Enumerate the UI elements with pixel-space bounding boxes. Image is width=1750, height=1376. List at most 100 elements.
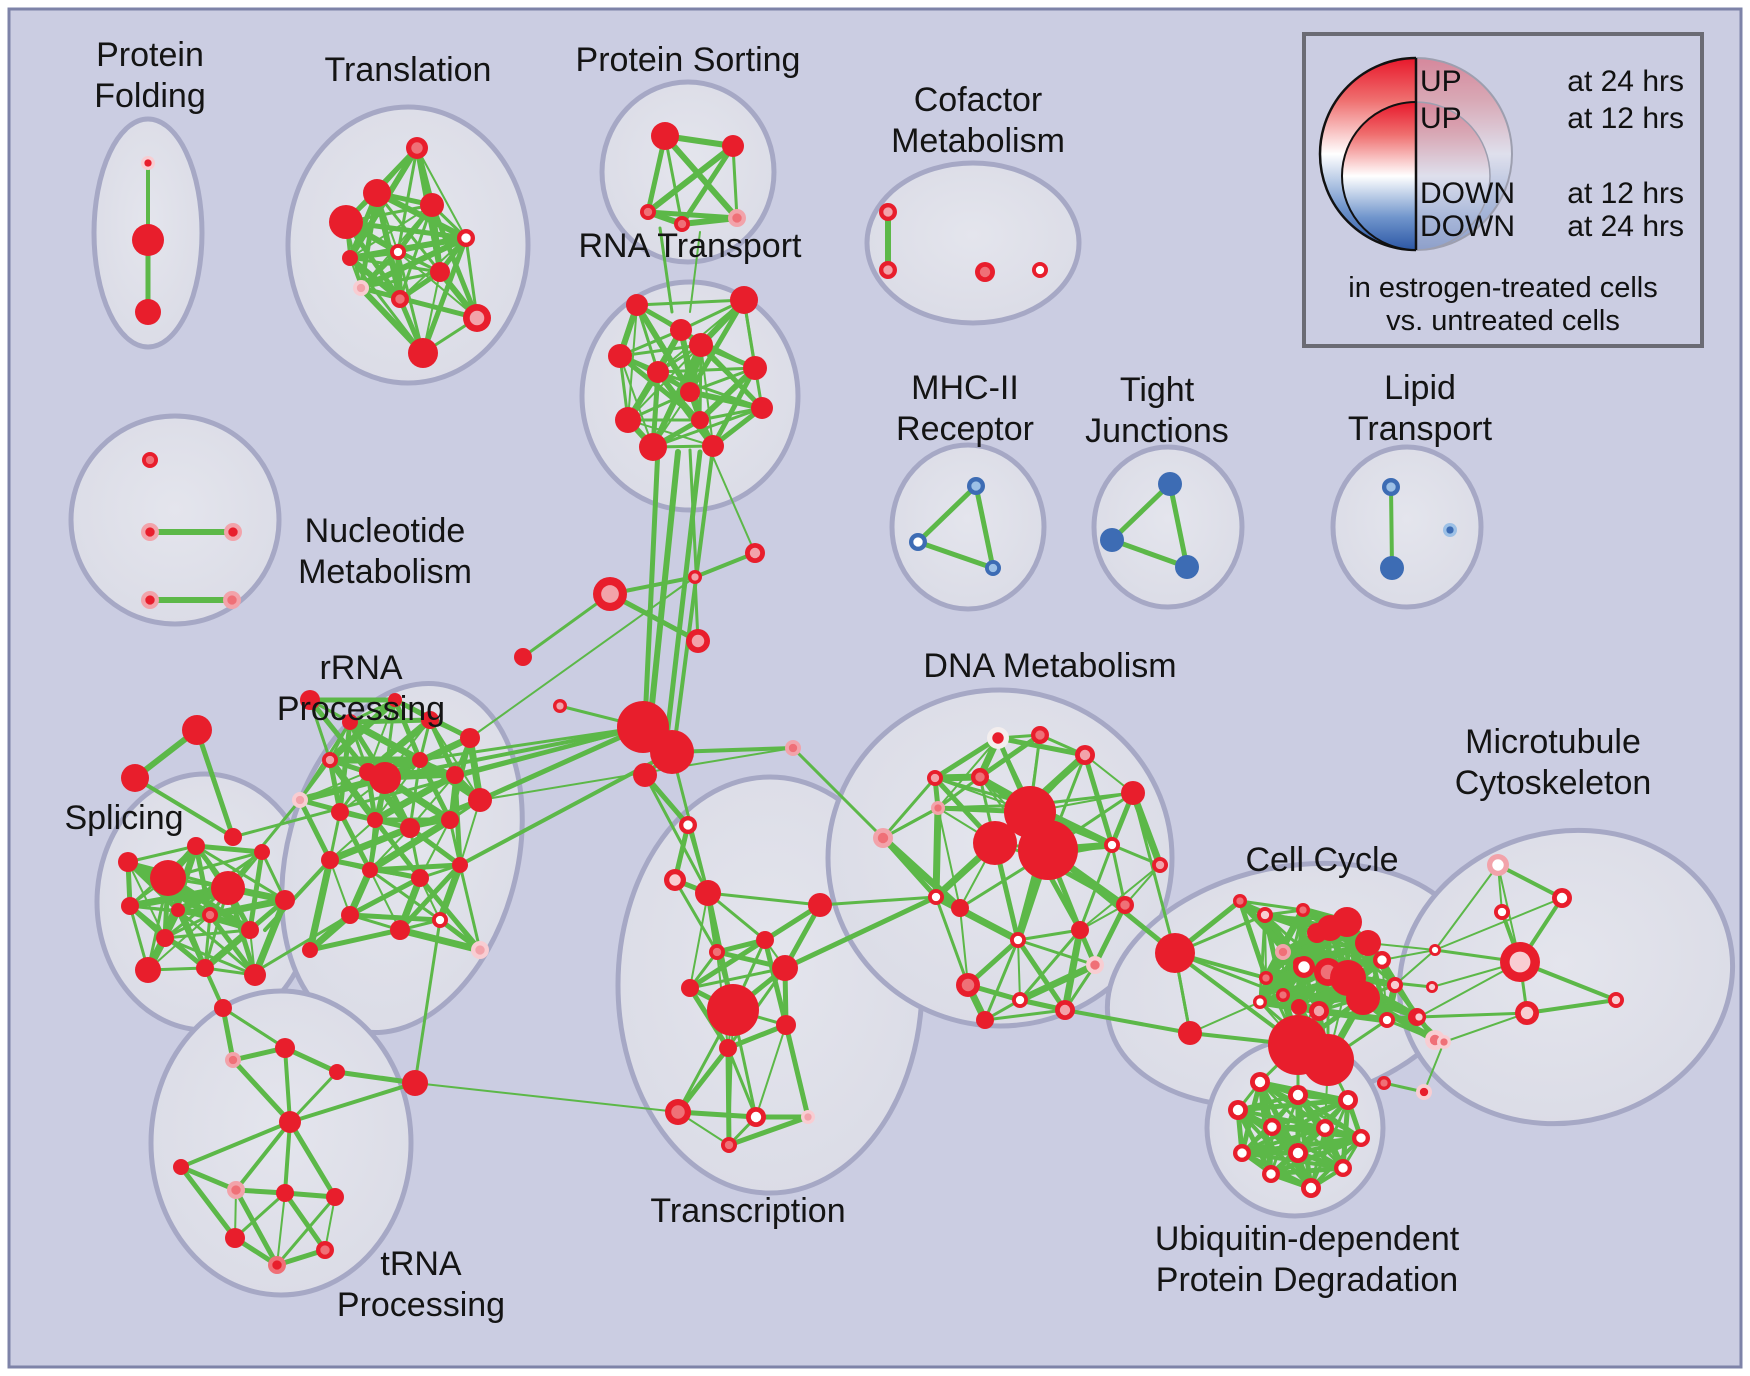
gene-node: [1355, 930, 1381, 956]
legend-row-down-24: DOWN at 24 hrs: [1420, 209, 1684, 245]
gene-node-center: [556, 702, 564, 710]
network-edge: [282, 1190, 328, 1253]
network-edge: [221, 1006, 287, 1050]
network-edge: [1131, 791, 1177, 955]
network-edge: [233, 1191, 287, 1240]
network-edge: [396, 926, 484, 954]
gene-node-center: [1305, 1182, 1317, 1194]
gene-node: [279, 1111, 301, 1133]
legend-direction: UP: [1420, 65, 1462, 98]
network-edge: [337, 809, 373, 873]
gene-node: [362, 862, 378, 878]
gene-node: [135, 299, 161, 325]
network-edge: [349, 204, 433, 259]
gene-node-center: [1356, 1133, 1366, 1143]
network-edge: [1434, 864, 1499, 951]
gene-node: [976, 1011, 994, 1029]
gene-node: [187, 837, 205, 855]
cluster-label-lipid-transport: Lipid: [1384, 369, 1456, 407]
gene-node: [211, 871, 245, 905]
network-edge: [642, 445, 661, 725]
network-edge: [1434, 897, 1563, 951]
gene-node: [719, 1039, 737, 1057]
gene-node-center: [691, 573, 699, 581]
gene-node: [400, 818, 420, 838]
network-edge: [367, 862, 463, 873]
gene-node: [329, 205, 363, 239]
gene-node: [446, 766, 464, 784]
gene-node-center: [1013, 935, 1023, 945]
network-edge: [693, 551, 757, 579]
network-edge: [1268, 1135, 1364, 1177]
gene-node-center: [988, 563, 998, 573]
network-edge: [697, 365, 758, 423]
network-edge: [1061, 926, 1084, 1014]
network-edge: [995, 735, 1088, 758]
gene-node: [363, 179, 391, 207]
gene-node-center: [1267, 1122, 1277, 1132]
network-edge: [298, 758, 332, 802]
gene-node: [132, 224, 164, 256]
gene-node: [1175, 555, 1199, 579]
gene-node: [182, 715, 212, 745]
network-edge: [348, 256, 442, 274]
network-edge: [231, 725, 645, 839]
network-edge: [687, 297, 747, 395]
gene-node: [1121, 781, 1145, 805]
gene-node-center: [144, 159, 152, 167]
network-edge: [1394, 949, 1436, 986]
network-edge: [1237, 898, 1269, 981]
network-edge: [882, 777, 936, 839]
network-edge: [934, 895, 970, 987]
network-edge: [335, 1070, 417, 1085]
cluster-label-ubiquitin-dependent-protein-degradation: Protein Degradation: [1156, 1261, 1458, 1299]
gene-node-center: [804, 1113, 812, 1121]
network-edge: [347, 717, 433, 725]
gene-node: [441, 811, 459, 829]
gene-node-center: [1090, 960, 1100, 970]
cluster-label-microtubule-cytoskeleton: Cytoskeleton: [1455, 764, 1652, 802]
gene-node: [626, 294, 648, 316]
legend-time: at 24 hrs: [1567, 210, 1684, 243]
cluster-cofactor-metabolism-ellipse: [864, 160, 1082, 326]
network-edge: [326, 824, 414, 864]
network-edge: [283, 1120, 292, 1195]
cluster-label-protein-sorting: Protein Sorting: [576, 41, 801, 79]
gene-node-center: [961, 978, 975, 992]
cluster-label-transcription: Transcription: [650, 1192, 845, 1230]
network-edge: [458, 863, 482, 952]
gene-node-center: [1299, 906, 1307, 914]
gene-node-center: [1431, 946, 1439, 954]
network-edge: [643, 773, 710, 895]
gene-node: [633, 763, 657, 787]
gene-node-center: [320, 1245, 330, 1255]
gene-node-center: [1415, 1013, 1423, 1021]
gene-node-center: [992, 732, 1004, 744]
gene-node-center: [1497, 907, 1507, 917]
network-edge: [663, 449, 703, 748]
network-edge: [957, 905, 1021, 943]
network-edge: [679, 143, 736, 227]
gene-node-center: [325, 755, 335, 765]
cluster-label-dna-metabolism: DNA Metabolism: [923, 647, 1176, 685]
gene-node-center: [1254, 1076, 1266, 1088]
network-edge: [348, 256, 425, 355]
network-edge: [234, 1120, 292, 1192]
network-edge: [647, 449, 681, 727]
network-edge: [326, 696, 399, 764]
gene-node-center: [1278, 947, 1288, 957]
network-edge: [688, 448, 698, 572]
network-edge: [1417, 1011, 1529, 1019]
gene-node: [321, 851, 339, 869]
network-edge: [374, 759, 421, 821]
cluster-nucleotide-metabolism-ellipse: [68, 413, 282, 627]
gene-node: [244, 964, 266, 986]
gene-node: [369, 762, 401, 794]
gene-node: [772, 955, 798, 981]
cluster-label-nucleotide-metabolism: Nucleotide: [305, 512, 466, 550]
network-edge: [176, 908, 257, 977]
network-edge: [782, 894, 939, 971]
network-edge: [347, 912, 443, 923]
network-edge: [179, 1120, 292, 1169]
gene-node-center: [469, 310, 485, 326]
